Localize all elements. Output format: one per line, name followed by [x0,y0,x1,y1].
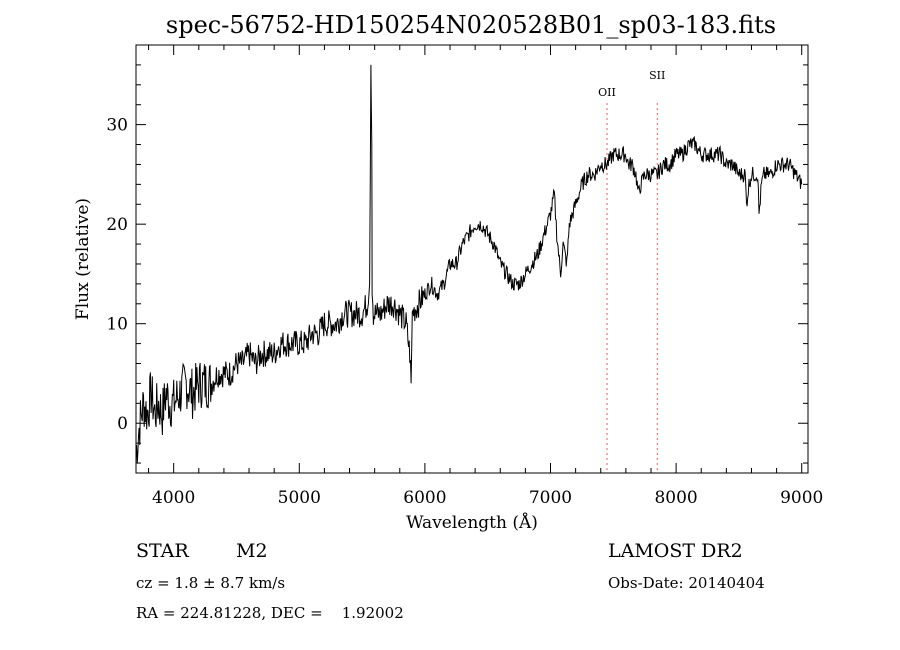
annotation-label: SII [649,69,665,82]
y-tick-label: 30 [106,116,128,136]
spectrum-series [135,64,803,464]
y-axis: 0 10 20 30 [106,64,808,464]
y-tick-label: 0 [117,414,128,434]
x-tick-label: 7000 [529,488,572,508]
emission-line-annotations: OII SII [598,69,665,473]
x-axis: 4000 5000 6000 7000 8000 9000 [148,45,823,508]
x-tick-label: 6000 [403,488,446,508]
spectrum-line [135,64,803,464]
chart-title: spec-56752-HD150254N020528B01_sp03-183.f… [166,11,776,39]
annotation-label: OII [598,86,616,99]
x-tick-label: 4000 [152,488,195,508]
y-axis-label: Flux (relative) [73,198,93,320]
plot-frame [135,44,809,474]
y-tick-label: 10 [106,315,128,335]
object-subclass: M2 [236,540,268,562]
coordinates: RA = 224.81228, DEC = 1.92002 [136,604,404,622]
observation-date: Obs-Date: 20140404 [608,574,765,592]
x-tick-label: 9000 [780,488,823,508]
redshift-cz: cz = 1.8 ± 8.7 km/s [136,574,286,592]
spectrum-chart: spec-56752-HD150254N020528B01_sp03-183.f… [73,11,823,533]
x-tick-label: 8000 [654,488,697,508]
x-tick-label: 5000 [278,488,321,508]
object-type: STAR [136,540,189,562]
y-tick-label: 20 [106,215,128,235]
x-axis-label: Wavelength (Å) [406,512,538,533]
survey-name: LAMOST DR2 [608,540,743,562]
